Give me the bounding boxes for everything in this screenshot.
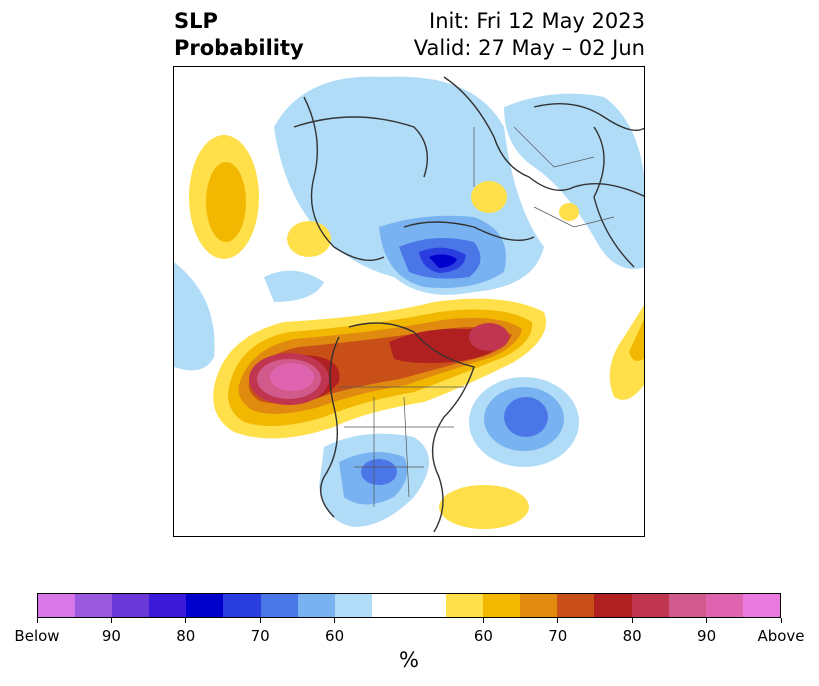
colorbar-tick xyxy=(185,618,187,623)
coastlines xyxy=(293,76,644,533)
colorbar-segment xyxy=(112,594,150,617)
colorbar-tick xyxy=(36,618,38,623)
valid-period: Valid: 27 May – 02 Jun xyxy=(413,36,645,60)
colorbar-tick xyxy=(706,618,708,623)
canada-negative-anomaly xyxy=(264,76,544,302)
colorbar-segment xyxy=(520,594,558,617)
title-line-product: Probability xyxy=(174,36,304,60)
colorbar-tick xyxy=(780,618,782,623)
colorbar-tick xyxy=(334,618,336,623)
europe-positive xyxy=(471,181,507,213)
borders xyxy=(339,126,615,507)
pacific-east-negative xyxy=(174,262,215,371)
colorbar-segment xyxy=(149,594,187,617)
colorbar-segment xyxy=(557,594,595,617)
init-date: Init: Fri 12 May 2023 xyxy=(429,9,645,33)
contour-65-above xyxy=(206,162,246,242)
east-positive-core xyxy=(629,319,644,361)
map-canvas xyxy=(174,76,644,533)
colorbar-segment xyxy=(631,594,669,617)
colorbar-tick-label: 70 xyxy=(250,627,270,645)
colorbar-segment xyxy=(742,594,780,617)
siberia-negative xyxy=(504,93,644,269)
us-negative-anomaly xyxy=(319,433,429,527)
colorbar-tick-label: 80 xyxy=(622,627,642,645)
colorbar-unit: % xyxy=(399,648,419,672)
colorbar-segment xyxy=(371,594,409,617)
map-title: SLP Probability xyxy=(174,8,304,62)
atlantic-negative-anomaly xyxy=(469,377,579,467)
colorbar-segment xyxy=(297,594,335,617)
colorbar-segment xyxy=(446,594,484,617)
probability-map xyxy=(173,66,645,537)
subtropical-positive xyxy=(439,485,529,529)
colorbar-segment xyxy=(705,594,743,617)
colorbar-segment xyxy=(594,594,632,617)
asia-positive xyxy=(559,203,579,221)
colorbar-tick xyxy=(259,618,261,623)
colorbar-tick-label: 60 xyxy=(325,627,345,645)
colorbar-tick xyxy=(482,618,484,623)
colorbar-segment xyxy=(260,594,298,617)
title-line-variable: SLP xyxy=(174,9,218,33)
colorbar-tick xyxy=(110,618,112,623)
pacific-positive-anomaly xyxy=(189,135,259,259)
colorbar xyxy=(37,593,781,618)
colorbar-segment xyxy=(668,594,706,617)
colorbar-tick-label: 90 xyxy=(697,627,717,645)
colorbar-segment xyxy=(75,594,113,617)
east-positive xyxy=(609,305,644,400)
colorbar-tick-label: Below xyxy=(14,627,60,645)
colorbar-segment xyxy=(186,594,224,617)
colorbar-tick-label: 80 xyxy=(176,627,196,645)
alaska-positive xyxy=(287,221,331,257)
colorbar-segment xyxy=(38,594,76,617)
colorbar-tick-label: 70 xyxy=(548,627,568,645)
colorbar-segment xyxy=(408,594,447,617)
colorbar-tick xyxy=(557,618,559,623)
colorbar-segment xyxy=(223,594,261,617)
colorbar-tick-label: 60 xyxy=(473,627,493,645)
colorbar-segment xyxy=(334,594,372,617)
north-america-positive-anomaly xyxy=(213,298,546,439)
colorbar-tick-label: Above xyxy=(757,627,805,645)
colorbar-tick xyxy=(631,618,633,623)
colorbar-tick-label: 90 xyxy=(101,627,121,645)
map-dates: Init: Fri 12 May 2023 Valid: 27 May – 02… xyxy=(414,8,645,62)
colorbar-segment xyxy=(483,594,521,617)
